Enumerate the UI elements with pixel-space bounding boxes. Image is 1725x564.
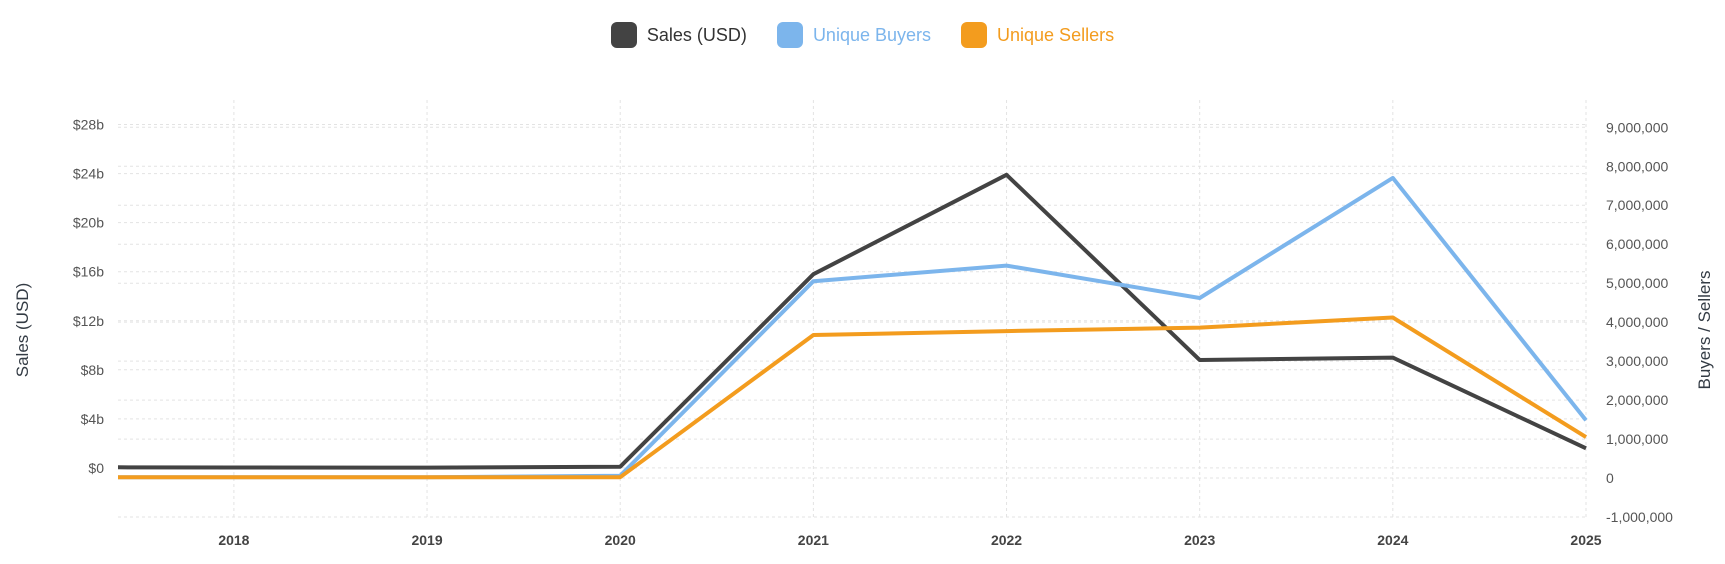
legend-swatch-sellers [961, 22, 988, 48]
x-tick-label: 2025 [1570, 532, 1601, 548]
right-tick-label: 3,000,000 [1606, 353, 1668, 369]
x-tick-label: 2022 [991, 532, 1022, 548]
right-tick-label: 8,000,000 [1606, 158, 1668, 174]
right-tick-label: 1,000,000 [1606, 431, 1668, 447]
right-tick-label: 6,000,000 [1606, 236, 1668, 252]
x-tick-label: 2023 [1184, 532, 1215, 548]
right-tick-label: 7,000,000 [1606, 197, 1668, 213]
series-layer [117, 172, 1588, 480]
legend-label-sellers: Unique Sellers [997, 24, 1115, 45]
right-tick-label: 9,000,000 [1606, 119, 1668, 135]
right-tick-label: 4,000,000 [1606, 314, 1668, 330]
legend-item-buyers[interactable]: Unique Buyers [776, 22, 932, 48]
legend-label-sales: Sales (USD) [646, 24, 747, 45]
left-tick-label: $0 [88, 460, 104, 476]
left-tick-label: $12b [73, 313, 104, 329]
series-line-unique-sellers[interactable] [118, 315, 1588, 480]
left-axis-title: Sales (USD) [13, 283, 32, 377]
x-tick-label: 2024 [1377, 532, 1408, 548]
grid-layer [118, 100, 1587, 520]
left-tick-label: $16b [73, 264, 104, 280]
legend-item-sales[interactable]: Sales (USD) [610, 22, 747, 48]
right-axis-title: Buyers / Sellers [1695, 270, 1714, 389]
x-tick-label: 2020 [605, 532, 636, 548]
right-tick-label: 5,000,000 [1606, 275, 1668, 291]
x-tick-label: 2021 [798, 532, 829, 548]
right-tick-label: 2,000,000 [1606, 392, 1668, 408]
legend-item-sellers[interactable]: Unique Sellers [961, 22, 1114, 48]
left-tick-label: $24b [73, 166, 104, 182]
legend-swatch-buyers [776, 22, 803, 48]
left-tick-label: $8b [81, 362, 105, 378]
right-tick-label: -1,000,000 [1606, 509, 1673, 525]
x-tick-label: 2019 [411, 532, 442, 548]
left-tick-label: $20b [73, 215, 104, 231]
left-tick-label: $4b [81, 411, 105, 427]
legend: Sales (USD) Unique Buyers Unique Sellers [0, 22, 1725, 48]
x-tick-label: 2018 [218, 532, 249, 548]
series-line-sales-usd[interactable] [117, 172, 1587, 470]
legend-label-buyers: Unique Buyers [812, 24, 932, 45]
right-tick-label: 0 [1606, 470, 1614, 486]
tick-layer: 2018 2019 2020 2021 2022 2023 2024 2025 $0 $4b $8b… [73, 117, 1673, 548]
left-tick-label: $28b [73, 117, 104, 133]
legend-swatch-sales [610, 22, 637, 48]
